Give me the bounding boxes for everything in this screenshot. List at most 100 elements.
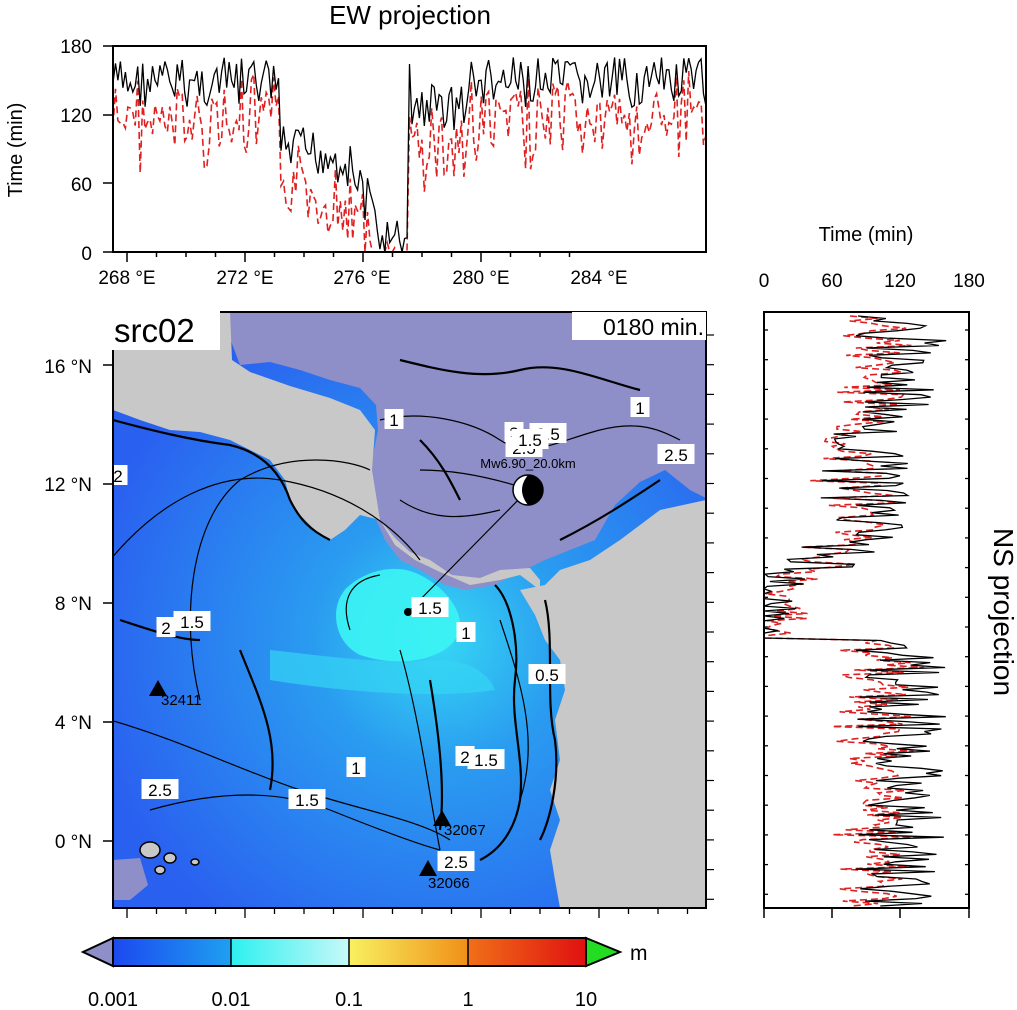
colorbar-tick-001: 0.01 [212, 989, 251, 1010]
contour-label: 2 [113, 465, 128, 486]
ew-ytick-60: 60 [71, 175, 92, 196]
contour-label-text: 2 [161, 619, 170, 638]
contour-labels: 11.522.51.521.511.52.52120.512.50.51.52.… [113, 397, 695, 872]
colorbar-tick-1: 1 [462, 989, 473, 1010]
lat-tick-8: 8 °N [55, 594, 92, 615]
colorbar: m 0.001 0.01 0.1 1 10 [80, 936, 648, 1010]
contour-label: 1 [456, 622, 476, 643]
high-amplitude-zone [336, 568, 461, 662]
contour-label-text: 1.5 [518, 431, 542, 450]
ew-secondary-line [112, 70, 707, 253]
ns-xtick-0: 0 [759, 271, 770, 292]
contour-label: 1.5 [411, 597, 449, 618]
contour-label-text: 0.5 [535, 666, 559, 685]
contour-label: 1.5 [173, 611, 211, 632]
ns-x-ticks: 0 60 120 180 [759, 271, 985, 292]
epicenter-point [404, 608, 412, 616]
contour-label-text: 1 [351, 759, 360, 778]
contour-label: 2 [455, 746, 475, 767]
mid-amplitude-band [270, 650, 495, 695]
ns-xtick-120: 120 [884, 271, 916, 292]
contour-label: 1.5 [288, 789, 326, 810]
ew-projection-title: EW projection [329, 0, 491, 30]
contour-label: 1 [384, 409, 404, 430]
colorbar-unit: m [630, 942, 648, 965]
colorbar-over-arrow [585, 936, 623, 968]
lat-tick-16: 16 °N [44, 357, 92, 378]
map-frame [112, 311, 707, 909]
contour-label: 2.5 [437, 851, 475, 872]
ew-tick-marks [103, 45, 571, 262]
masked-region-caribbean [220, 312, 706, 590]
station-32066[interactable]: 32066 [419, 860, 470, 892]
lat-tick-4: 4 °N [55, 713, 92, 734]
contour-label-text: 2.5 [148, 781, 172, 800]
contour-label-text: 2.5 [444, 853, 468, 872]
masked-spot-sw [113, 858, 148, 900]
source-label: src02 [114, 312, 195, 349]
ns-xtick-60: 60 [821, 271, 842, 292]
contour-label: 1.5 [511, 429, 549, 450]
source-label-bg [110, 310, 220, 350]
ew-ytick-180: 180 [60, 37, 92, 58]
ns-plot-frame [763, 311, 970, 909]
contour-label-text: 2 [460, 748, 469, 767]
contour-label: 2 [156, 617, 176, 638]
map-area[interactable]: Mw6.90_20.0km 11.522.51.521.511.52.52120… [109, 312, 707, 908]
source-connector-line [407, 489, 529, 613]
time-label-bg [572, 312, 706, 340]
contour-label-text: 1.5 [180, 613, 204, 632]
contour-label: 2.5 [657, 444, 695, 465]
ew-y-ticks: 0 60 120 180 [60, 37, 92, 265]
contour-label: 1.5 [467, 749, 505, 770]
station-32411[interactable]: 32411 [149, 680, 202, 709]
contour-label-text: 1.5 [474, 751, 498, 770]
station-32067[interactable]: 32067 [433, 810, 486, 839]
colorbar-tick-01: 0.1 [335, 989, 363, 1010]
time-label: 0180 min. [603, 314, 704, 340]
ns-xtick-180: 180 [953, 271, 985, 292]
ew-x-ticks: 268 °E 272 °E 276 °E 280 °E 284 °E [98, 268, 627, 289]
station-label-32067: 32067 [444, 822, 486, 839]
contour-label-text: 2 [113, 467, 122, 486]
colorbar-tick-0001: 0.001 [88, 989, 138, 1010]
colorbar-tick-10: 10 [575, 989, 597, 1010]
lat-tick-12: 12 °N [44, 475, 92, 496]
contour-label-text: 2.5 [664, 446, 688, 465]
land-south-america [520, 340, 706, 908]
ns-secondary-line [764, 315, 925, 907]
ns-primary-line [762, 315, 947, 907]
contour-label-text: 1 [635, 399, 644, 418]
lat-tick-0: 0 °N [55, 832, 92, 853]
ew-primary-line [112, 57, 707, 253]
station-label-32411: 32411 [161, 692, 202, 709]
ew-xtick-272: 272 °E [216, 268, 273, 289]
ew-ylabel: Time (min) [5, 103, 27, 198]
contour-label: 0.5 [528, 664, 566, 685]
ew-secondary-series [112, 70, 707, 253]
contour-label-text: 1.5 [418, 599, 442, 618]
land-central-america [113, 312, 540, 590]
ew-xtick-276: 276 °E [333, 268, 390, 289]
contour-label: 1 [346, 757, 366, 778]
ew-ytick-0: 0 [81, 244, 92, 265]
contour-label-text: 1 [461, 624, 470, 643]
map-lat-ticks: 16 °N 12 °N 8 °N 4 °N 0 °N [44, 357, 92, 853]
ns-projection-title: NS projection [988, 528, 1017, 696]
event-label: Mw6.90_20.0km [480, 456, 575, 471]
contour-label: 1 [630, 397, 650, 418]
contour-label-text: 1 [389, 411, 398, 430]
galapagos-islands [139, 841, 200, 875]
ew-ytick-120: 120 [60, 106, 92, 127]
contour-label: 2.5 [141, 779, 179, 800]
ew-xtick-284: 284 °E [570, 268, 627, 289]
station-label-32066: 32066 [428, 875, 470, 892]
focal-mechanism-beachball[interactable] [512, 474, 544, 506]
ns-xlabel: Time (min) [819, 224, 914, 246]
contour-label-text: 1.5 [295, 791, 319, 810]
colorbar-under-arrow [80, 936, 114, 968]
ew-xtick-280: 280 °E [452, 268, 509, 289]
map-tick-marks [103, 334, 714, 918]
ew-primary-series [112, 57, 707, 253]
